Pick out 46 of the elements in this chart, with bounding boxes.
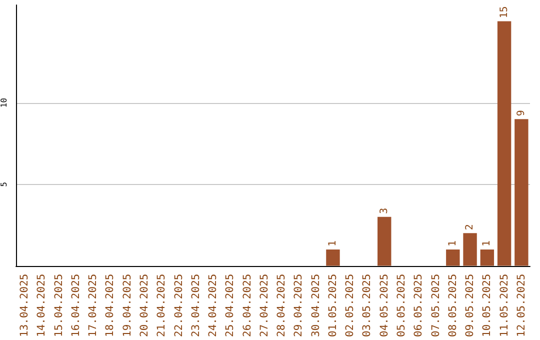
x-tick-label: 11.05.2025	[498, 274, 510, 338]
x-tick-label: 09.05.2025	[464, 274, 476, 338]
x-tick-label: 10.05.2025	[481, 274, 494, 338]
x-tick-label: 22.04.2025	[172, 274, 185, 338]
x-tick-label: 17.04.2025	[87, 274, 100, 338]
bar	[480, 249, 494, 266]
x-tick-label: 08.05.2025	[446, 274, 459, 338]
x-tick-label: 29.04.2025	[292, 274, 305, 338]
data-label: 1	[327, 240, 338, 246]
bar	[446, 249, 460, 266]
x-tick-label: 23.04.2025	[190, 274, 202, 338]
x-tick-label: 18.04.2025	[104, 274, 116, 338]
x-tick-label: 28.04.2025	[276, 274, 288, 338]
x-tick-label: 02.05.2025	[344, 274, 356, 338]
data-label: 3	[378, 208, 390, 214]
x-tick-label: 16.04.2025	[70, 274, 82, 338]
x-tick-label: 20.04.2025	[138, 274, 150, 338]
x-tick-label: 05.05.2025	[396, 274, 408, 338]
x-tick-label: 06.05.2025	[412, 274, 425, 338]
x-tick-label: 04.05.2025	[378, 274, 390, 338]
x-tick-label: 03.05.2025	[361, 274, 374, 338]
x-tick-label: 12.05.2025	[515, 274, 528, 338]
bar	[378, 216, 392, 266]
y-tick-label: 10	[0, 98, 8, 108]
x-tick-label: 21.04.2025	[156, 274, 168, 338]
bar	[326, 249, 340, 266]
x-tick-label: 24.04.2025	[207, 274, 220, 338]
x-tick-label: 19.04.2025	[121, 274, 134, 338]
x-tick-label: 07.05.2025	[430, 274, 442, 338]
x-tick-label: 13.04.2025	[18, 274, 31, 338]
x-tick-label: 27.04.2025	[258, 274, 270, 338]
bar	[514, 119, 528, 266]
x-tick-label: 01.05.2025	[326, 274, 339, 338]
bar	[497, 21, 512, 266]
data-label: 2	[464, 224, 476, 230]
x-tick-label: 15.04.2025	[52, 274, 65, 338]
data-label: 9	[516, 110, 527, 116]
data-label: 15	[498, 6, 510, 18]
data-label: 1	[482, 240, 493, 246]
x-tick-label: 30.04.2025	[310, 274, 322, 338]
bar	[463, 233, 477, 266]
x-tick-label: 26.04.2025	[241, 274, 254, 338]
y-tick-label: 5	[0, 182, 8, 187]
data-label: 1	[447, 240, 458, 246]
x-tick-label: 14.04.2025	[36, 274, 48, 338]
x-tick-label: 25.04.2025	[224, 274, 236, 338]
